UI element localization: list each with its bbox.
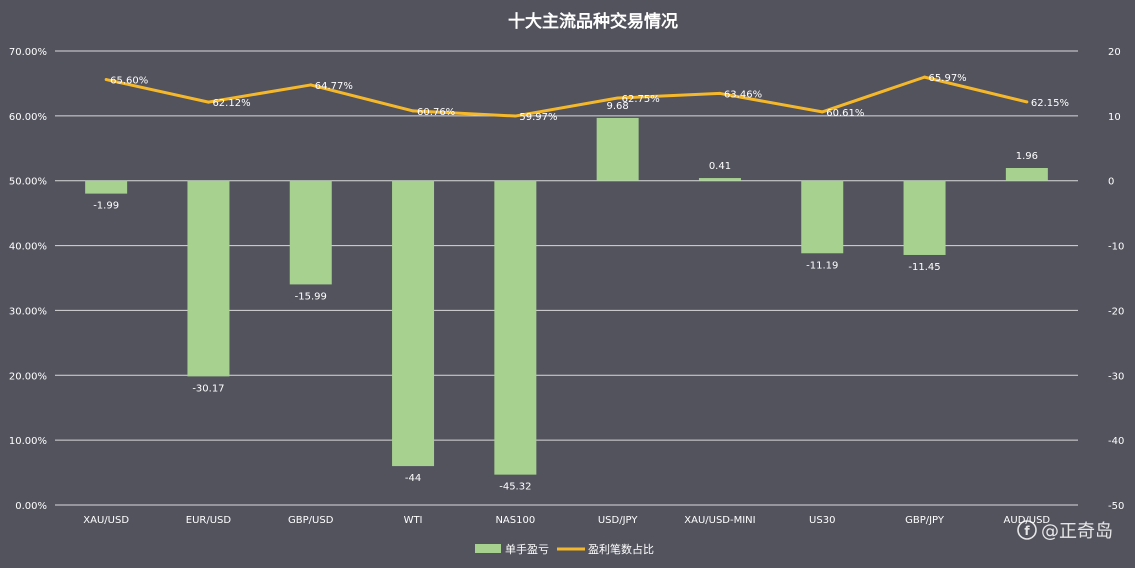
bar-data-label: -11.45	[908, 262, 940, 273]
left-axis-tick-label: 40.00%	[9, 242, 47, 253]
bar-data-label: -11.19	[806, 260, 838, 271]
left-axis-tick-label: 70.00%	[9, 47, 47, 58]
legend: 单手盈亏 盈利笔数占比	[475, 542, 654, 556]
data-labels: -1.99 -30.17 -15.99 -44 -45.32 9.68 0.41 -11.19…	[93, 73, 1069, 493]
bar-data-label: 9.68	[607, 101, 629, 112]
line-data-label: 65.60%	[110, 76, 148, 87]
bar	[596, 117, 639, 181]
left-axis-tick-label: 20.00%	[9, 371, 47, 382]
legend-label-line: 盈利笔数占比	[588, 542, 654, 556]
bar-data-label: 1.96	[1016, 151, 1038, 162]
x-axis-tick-label: XAU/USD	[83, 515, 129, 526]
line-data-label: 63.46%	[724, 89, 762, 100]
x-axis-tick-label: EUR/USD	[186, 515, 232, 526]
bar	[1005, 168, 1048, 181]
bar-data-label: -1.99	[93, 201, 119, 212]
left-axis-tick-label: 60.00%	[9, 112, 47, 123]
line-data-label: 60.61%	[826, 108, 864, 119]
bar	[85, 180, 128, 194]
line-point	[616, 96, 620, 100]
left-axis-tick-label: 0.00%	[15, 501, 47, 512]
bar	[903, 180, 946, 255]
line-point	[1025, 100, 1029, 104]
right-axis-tick-label: 10	[1108, 112, 1121, 123]
bar	[187, 180, 230, 377]
x-axis-tick-label: US30	[809, 515, 835, 526]
right-axis-tick-label: -30	[1108, 371, 1124, 382]
bar	[698, 178, 741, 181]
right-axis-tick-label: -40	[1108, 436, 1124, 447]
line-point	[104, 78, 108, 82]
bar	[289, 180, 332, 285]
bar	[801, 180, 844, 254]
line-data-label: 59.97%	[519, 112, 557, 123]
left-axis-tick-label: 10.00%	[9, 436, 47, 447]
x-axis-tick-label: WTI	[404, 515, 423, 526]
line-point	[923, 75, 927, 79]
line-point	[206, 100, 210, 104]
watermark: f @正奇岛	[1017, 520, 1113, 542]
line-point	[718, 91, 722, 95]
line-point	[820, 110, 824, 114]
line-point	[309, 83, 313, 87]
line-data-label: 62.15%	[1031, 98, 1069, 109]
line-data-label: 60.76%	[417, 107, 455, 118]
x-axis-tick-label: GBP/JPY	[905, 515, 945, 526]
chart-title: 十大主流品种交易情况	[508, 11, 678, 32]
bar-data-label: -44	[405, 473, 421, 484]
watermark-text: @正奇岛	[1041, 521, 1113, 542]
legend-label-bars: 单手盈亏	[505, 542, 549, 556]
bar-data-label: -30.17	[192, 383, 224, 394]
left-axis-tick-label: 30.00%	[9, 306, 47, 317]
x-axis-tick-label: GBP/USD	[288, 515, 334, 526]
bar-series	[85, 117, 1048, 475]
bar	[392, 180, 435, 467]
bar	[494, 180, 537, 475]
watermark-logo-icon	[1017, 520, 1037, 540]
line-data-label: 62.12%	[212, 98, 250, 109]
right-axis-tick-label: -50	[1108, 501, 1124, 512]
left-axis-tick-label: 50.00%	[9, 177, 47, 188]
line-data-label: 62.75%	[622, 94, 660, 105]
line-path	[105, 75, 1028, 118]
right-axis-tick-label: 0	[1108, 177, 1114, 188]
bar-data-label: -45.32	[499, 482, 531, 493]
right-axis-tick-label: -20	[1108, 306, 1124, 317]
watermark-logo-glyph: f	[1024, 524, 1030, 538]
line-data-label: 65.97%	[929, 73, 967, 84]
bar-data-label: 0.41	[709, 161, 731, 172]
line-series	[104, 75, 1029, 118]
legend-swatch-bars	[475, 544, 501, 553]
line-data-label: 64.77%	[315, 81, 353, 92]
x-axis-tick-label: NAS100	[495, 515, 535, 526]
right-axis-tick-label: -10	[1108, 242, 1124, 253]
x-axis-tick-label: USD/JPY	[598, 515, 638, 526]
axes: 0.00% 10.00% 20.00% 30.00% 40.00% 50.00% 60.00…	[9, 47, 1124, 526]
bar-data-label: -15.99	[295, 291, 327, 302]
line-point	[513, 114, 517, 118]
right-axis-tick-label: 20	[1108, 47, 1121, 58]
x-axis-tick-label: XAU/USD-MINI	[684, 515, 755, 526]
line-point	[411, 109, 415, 113]
